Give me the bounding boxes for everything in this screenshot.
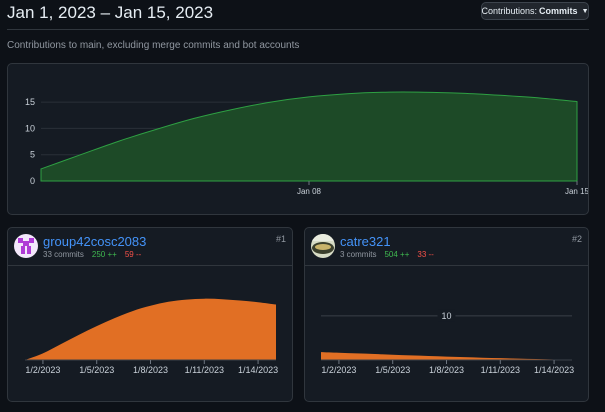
x-tick-label: 1/14/2023: [238, 365, 278, 375]
y-tick-label: 15: [25, 97, 35, 107]
chart-description: Contributions to main, excluding merge c…: [7, 40, 300, 51]
contributor-card: group42cosc2083 33 commits 250 ++ 59 -- #1…: [7, 227, 293, 402]
header-divider: [7, 29, 589, 30]
caret-down-icon: ▼: [581, 7, 589, 15]
commits-over-time-panel: 0 5 10 15 Jan 08 Jan 15: [7, 63, 590, 215]
contributions-value: Commits: [539, 6, 578, 16]
x-tick-label: 1/2/2023: [25, 365, 60, 375]
series-area: [25, 298, 276, 360]
commit-count: 33 commits: [43, 250, 84, 259]
commits-area-chart: 0 5 10 15 Jan 08 Jan 15: [25, 91, 590, 196]
contributor-rank: #1: [275, 234, 286, 244]
x-tick-label: 1/8/2023: [429, 365, 464, 375]
contributor-card-header: group42cosc2083 33 commits 250 ++ 59 -- #1: [8, 228, 292, 266]
series-area: [40, 91, 578, 182]
additions-count: 504 ++: [384, 250, 410, 259]
avatar[interactable]: [311, 234, 335, 258]
additions-count: 250 ++: [91, 250, 117, 259]
x-tick-label: 1/5/2023: [79, 365, 114, 375]
contributor-area-chart: 1/2/2023 1/5/2023 1/8/2023 1/11/2023 1/14/20…: [25, 298, 278, 375]
y-tick-label: 10: [441, 311, 451, 321]
contributions-label: Contributions:: [481, 6, 538, 16]
contributor-card: catre321 3 commits 504 ++ 33 -- #2 10 1/2/2…: [304, 227, 589, 402]
deletions-count: 33 --: [417, 250, 434, 259]
y-tick-label: 0: [30, 176, 35, 186]
page-title: Jan 1, 2023 – Jan 15, 2023: [7, 3, 214, 22]
commit-count: 3 commits: [340, 250, 377, 259]
deletions-count: 59 --: [124, 250, 142, 259]
contributor-name-link[interactable]: catre321: [340, 234, 391, 249]
x-tick-label: 1/11/2023: [481, 365, 520, 375]
x-tick-label: 1/2/2023: [321, 365, 356, 375]
x-tick-label: Jan 08: [297, 187, 322, 196]
x-tick-label: Jan 15: [565, 187, 588, 196]
x-tick-label: 1/5/2023: [375, 365, 410, 375]
x-tick-label: 1/11/2023: [185, 365, 224, 375]
x-tick-label: 1/14/2023: [534, 365, 574, 375]
y-tick-label: 10: [25, 123, 35, 133]
contributor-stats: 33 commits 250 ++ 59 --: [43, 250, 141, 259]
y-tick-label: 5: [30, 150, 35, 160]
contributor-rank: #2: [571, 234, 582, 244]
avatar[interactable]: [14, 234, 38, 258]
x-tick-label: 1/8/2023: [133, 365, 168, 375]
series-area: [321, 352, 572, 360]
contributor-card-header: catre321 3 commits 504 ++ 33 -- #2: [305, 228, 588, 266]
y-tick-label-background: [437, 309, 456, 322]
contributor-area-chart: 10 1/2/2023 1/5/2023 1/8/2023 1/11/2023 1/14/…: [321, 309, 574, 375]
contributor-stats: 3 commits 504 ++ 33 --: [340, 250, 434, 259]
contributor-name-link[interactable]: group42cosc2083: [43, 234, 147, 249]
contributions-type-button[interactable]: Contributions: Commits ▼: [481, 2, 589, 20]
